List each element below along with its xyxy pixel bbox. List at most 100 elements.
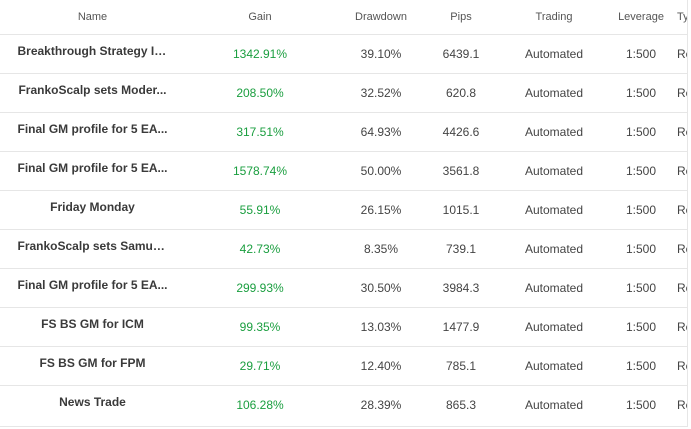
- column-header-leverage[interactable]: Leverage: [613, 0, 669, 35]
- table-row[interactable]: Friday Monday 55.91% 26.15% 1015.1 Automated…: [0, 190, 687, 230]
- cell-gain: 106.28%: [236, 398, 284, 412]
- system-name-link[interactable]: Final GM profile for 5 EA...: [17, 122, 168, 137]
- cell-gain: 99.35%: [185, 307, 335, 347]
- cell-gain: 1578.74%: [185, 151, 335, 191]
- cell-name[interactable]: Final GM profile for 5 EA...: [0, 268, 185, 308]
- system-name-link[interactable]: FS BS GM for FPM: [39, 356, 146, 371]
- cell-pips: 1015.1: [427, 190, 495, 230]
- cell-type: Real: [669, 346, 687, 386]
- column-header-trading[interactable]: Trading: [495, 0, 613, 35]
- cell-trading: Automated: [524, 398, 584, 412]
- table-row[interactable]: Breakthrough Strategy IC... 1342.91% 39.10…: [0, 34, 687, 74]
- cell-gain: 208.50%: [185, 73, 335, 113]
- cell-pips: 4426.6: [427, 112, 495, 152]
- table-row[interactable]: FrankoScalp sets Moder... 208.50% 32.52% 62…: [0, 73, 687, 113]
- cell-name[interactable]: FrankoScalp sets Samurai: [0, 229, 185, 269]
- cell-gain: 1342.91%: [185, 34, 335, 74]
- system-name-link[interactable]: Final GM profile for 5 EA...: [17, 278, 168, 293]
- cell-pips: 6439.1: [427, 34, 495, 74]
- cell-drawdown: 39.10%: [335, 34, 427, 74]
- system-name-link[interactable]: FrankoScalp sets Moder...: [18, 83, 167, 98]
- cell-type: Real: [669, 190, 687, 230]
- cell-leverage: 1:500: [613, 346, 669, 386]
- cell-pips: 785.1: [427, 346, 495, 386]
- cell-trading: Automated: [495, 34, 613, 74]
- cell-pips: 3561.8: [427, 151, 495, 191]
- cell-type: Real: [669, 229, 687, 269]
- cell-type: Real: [677, 398, 687, 412]
- column-header-type[interactable]: Type: [669, 0, 687, 35]
- cell-leverage: 1:500: [613, 307, 669, 347]
- table-row[interactable]: Final GM profile for 5 EA... 317.51% 64.93…: [0, 112, 687, 152]
- table-row[interactable]: News Trade 106.28% 28.39% 865.3 Automated 1:5…: [0, 386, 687, 425]
- system-name-link[interactable]: Breakthrough Strategy IC...: [17, 44, 168, 59]
- cell-type: Real: [669, 112, 687, 152]
- cell-gain: 55.91%: [185, 190, 335, 230]
- cell-type: Real: [669, 268, 687, 308]
- system-name-link[interactable]: FrankoScalp sets Samurai: [17, 239, 168, 254]
- column-header-name[interactable]: Name: [0, 0, 185, 35]
- cell-name[interactable]: Friday Monday: [0, 190, 185, 230]
- cell-drawdown: 64.93%: [335, 112, 427, 152]
- cell-name[interactable]: Final GM profile for 5 EA...: [0, 151, 185, 191]
- table-row[interactable]: Final GM profile for 5 EA... 299.93% 30.50…: [0, 268, 687, 308]
- cell-type: Real: [669, 151, 687, 191]
- table-header-row: Name Gain Drawdown Pips Trading Leverage…: [0, 0, 687, 35]
- cell-drawdown: 28.39%: [360, 398, 402, 412]
- cell-type: Real: [669, 34, 687, 74]
- cell-name[interactable]: FS BS GM for ICM: [0, 307, 185, 347]
- cell-drawdown: 30.50%: [335, 268, 427, 308]
- cell-gain: 42.73%: [185, 229, 335, 269]
- cell-drawdown: 26.15%: [335, 190, 427, 230]
- cell-trading: Automated: [495, 151, 613, 191]
- cell-pips: 3984.3: [427, 268, 495, 308]
- cell-pips: 1477.9: [427, 307, 495, 347]
- cell-drawdown: 12.40%: [335, 346, 427, 386]
- cell-pips: 620.8: [427, 73, 495, 113]
- cell-name[interactable]: FrankoScalp sets Moder...: [0, 73, 185, 113]
- cell-drawdown: 50.00%: [335, 151, 427, 191]
- system-name-link[interactable]: FS BS GM for ICM: [41, 317, 144, 332]
- column-header-pips[interactable]: Pips: [427, 0, 495, 35]
- cell-type: Real: [669, 73, 687, 113]
- cell-trading: Automated: [495, 346, 613, 386]
- cell-leverage: 1:500: [613, 112, 669, 152]
- cell-name[interactable]: News Trade: [0, 386, 185, 425]
- cell-leverage: 1:500: [613, 229, 669, 269]
- cell-leverage: 1:500: [613, 190, 669, 230]
- cell-trading: Automated: [495, 268, 613, 308]
- cell-pips: 865.3: [445, 398, 477, 412]
- cell-name[interactable]: Breakthrough Strategy IC...: [0, 34, 185, 74]
- table-row[interactable]: FrankoScalp sets Samurai 42.73% 8.35% 739.1…: [0, 229, 687, 269]
- cell-leverage: 1:500: [613, 34, 669, 74]
- cell-trading: Automated: [495, 190, 613, 230]
- cell-trading: Automated: [495, 112, 613, 152]
- cell-trading: Automated: [495, 307, 613, 347]
- cell-drawdown: 8.35%: [335, 229, 427, 269]
- cell-pips: 739.1: [427, 229, 495, 269]
- cell-type: Real: [669, 307, 687, 347]
- cell-gain: 29.71%: [185, 346, 335, 386]
- cell-drawdown: 13.03%: [335, 307, 427, 347]
- system-name-link[interactable]: Friday Monday: [50, 200, 135, 215]
- cell-name[interactable]: FS BS GM for FPM: [0, 346, 185, 386]
- cell-leverage: 1:500: [613, 151, 669, 191]
- table-row[interactable]: FS BS GM for ICM 99.35% 13.03% 1477.9 Automa…: [0, 307, 687, 347]
- cell-leverage: 1:500: [613, 268, 669, 308]
- cell-drawdown: 32.52%: [335, 73, 427, 113]
- system-name-link[interactable]: News Trade: [59, 395, 126, 410]
- cell-trading: Automated: [495, 229, 613, 269]
- cell-leverage: 1:500: [613, 73, 669, 113]
- table-row[interactable]: Final GM profile for 5 EA... 1578.74% 50.0…: [0, 151, 687, 191]
- table-row[interactable]: FS BS GM for FPM 29.71% 12.40% 785.1 Automat…: [0, 346, 687, 386]
- system-name-link[interactable]: Final GM profile for 5 EA...: [17, 161, 168, 176]
- column-header-gain[interactable]: Gain: [185, 0, 335, 35]
- table-body: Breakthrough Strategy IC... 1342.91% 39.10…: [0, 34, 687, 425]
- cell-leverage: 1:500: [625, 398, 657, 412]
- cell-name[interactable]: Final GM profile for 5 EA...: [0, 112, 185, 152]
- column-header-drawdown[interactable]: Drawdown: [335, 0, 427, 35]
- cell-gain: 299.93%: [185, 268, 335, 308]
- cell-gain: 317.51%: [185, 112, 335, 152]
